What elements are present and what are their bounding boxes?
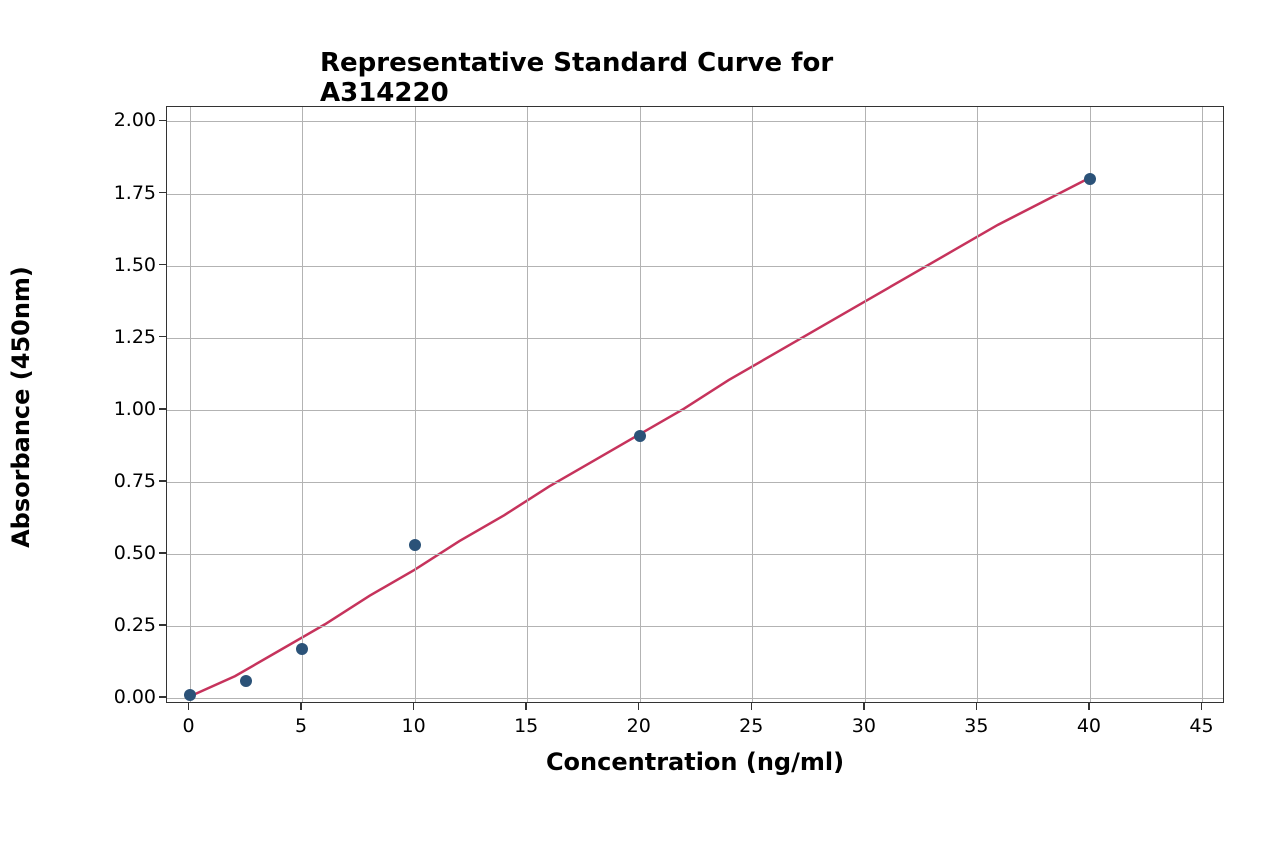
grid-line-horizontal [167, 698, 1223, 699]
x-tick [300, 703, 302, 710]
grid-line-vertical [527, 107, 528, 702]
grid-line-horizontal [167, 626, 1223, 627]
grid-line-vertical [415, 107, 416, 702]
grid-line-vertical [752, 107, 753, 702]
x-tick [1088, 703, 1090, 710]
data-point [1084, 173, 1096, 185]
data-point [184, 689, 196, 701]
chart-container: Representative Standard Curve for A31422… [0, 0, 1280, 845]
x-tick-label: 15 [514, 715, 538, 737]
data-point [296, 643, 308, 655]
grid-line-horizontal [167, 410, 1223, 411]
grid-line-vertical [1202, 107, 1203, 702]
y-tick [159, 408, 166, 410]
grid-line-horizontal [167, 338, 1223, 339]
x-tick-label: 30 [852, 715, 876, 737]
y-tick-label: 1.75 [106, 182, 156, 204]
fit-curve [167, 107, 1223, 702]
data-point [409, 539, 421, 551]
y-tick-label: 0.25 [106, 614, 156, 636]
grid-line-vertical [302, 107, 303, 702]
x-tick [638, 703, 640, 710]
x-tick-label: 5 [295, 715, 307, 737]
y-tick [159, 120, 166, 122]
y-axis-label: Absorbance (450nm) [7, 266, 35, 548]
y-tick-label: 1.00 [106, 398, 156, 420]
y-tick-label: 0.50 [106, 542, 156, 564]
data-point [240, 675, 252, 687]
y-tick [159, 480, 166, 482]
x-tick-label: 0 [182, 715, 194, 737]
grid-line-horizontal [167, 194, 1223, 195]
y-tick-label: 0.75 [106, 470, 156, 492]
x-tick-label: 40 [1077, 715, 1101, 737]
x-axis-label: Concentration (ng/ml) [546, 748, 844, 776]
grid-line-horizontal [167, 266, 1223, 267]
x-tick-label: 10 [402, 715, 426, 737]
grid-line-horizontal [167, 121, 1223, 122]
x-tick-label: 35 [964, 715, 988, 737]
y-tick [159, 552, 166, 554]
grid-line-vertical [190, 107, 191, 702]
x-tick [863, 703, 865, 710]
x-tick [751, 703, 753, 710]
y-tick-label: 2.00 [106, 109, 156, 131]
y-tick [159, 336, 166, 338]
grid-line-horizontal [167, 554, 1223, 555]
x-tick-label: 20 [627, 715, 651, 737]
plot-area [166, 106, 1224, 703]
grid-line-vertical [1090, 107, 1091, 702]
y-tick [159, 696, 166, 698]
x-tick-label: 25 [739, 715, 763, 737]
y-tick-label: 1.25 [106, 326, 156, 348]
y-tick [159, 624, 166, 626]
grid-line-vertical [977, 107, 978, 702]
x-tick [525, 703, 527, 710]
x-tick [976, 703, 978, 710]
chart-title: Representative Standard Curve for A31422… [320, 48, 960, 108]
y-tick [159, 192, 166, 194]
grid-line-vertical [640, 107, 641, 702]
x-tick [188, 703, 190, 710]
y-tick-label: 0.00 [106, 686, 156, 708]
x-tick-label: 45 [1189, 715, 1213, 737]
grid-line-horizontal [167, 482, 1223, 483]
x-tick [1201, 703, 1203, 710]
y-tick-label: 1.50 [106, 254, 156, 276]
grid-line-vertical [865, 107, 866, 702]
x-tick [413, 703, 415, 710]
data-point [634, 430, 646, 442]
y-tick [159, 264, 166, 266]
